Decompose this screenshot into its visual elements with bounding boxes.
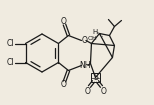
Text: O: O [61,80,66,89]
Text: NH: NH [80,61,91,70]
Text: O: O [101,87,106,96]
Text: Cl: Cl [7,39,14,48]
Text: H: H [93,28,98,35]
Text: S: S [93,73,98,82]
Text: OH: OH [88,36,97,41]
Text: O: O [85,87,90,96]
Text: O: O [81,36,87,45]
Text: O: O [61,17,66,26]
Text: Cl: Cl [7,58,14,67]
